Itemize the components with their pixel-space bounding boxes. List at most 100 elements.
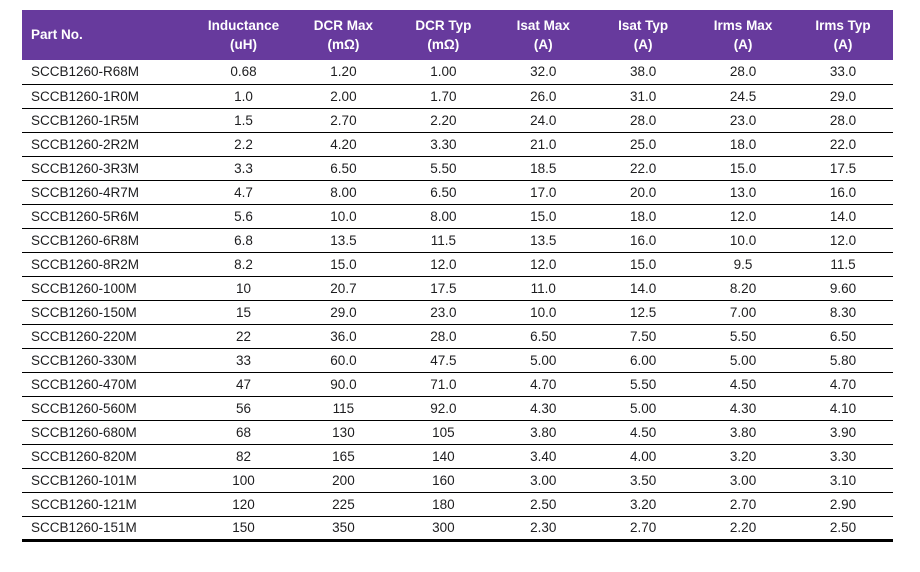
value-cell: 14.0: [793, 204, 893, 229]
value-cell: 11.5: [793, 252, 893, 277]
value-cell: 3.30: [393, 132, 494, 157]
value-cell: 100: [193, 468, 294, 493]
value-cell: 9.5: [693, 252, 794, 277]
value-cell: 130: [293, 420, 394, 445]
value-cell: 31.0: [593, 84, 694, 109]
table-row: SCCB1260-6R8M 6.8 13.5 11.5 13.5 16.0 10.0 12.0: [22, 228, 893, 253]
part-no-cell: SCCB1260-2R2M: [22, 132, 194, 157]
table-body: SCCB1260-R68M 0.68 1.20 1.00 32.0 38.0 28.0 33.…: [22, 60, 893, 542]
column-header-label: Irms Typ: [815, 17, 871, 33]
part-no-cell: SCCB1260-150M: [22, 300, 194, 325]
value-cell: 23.0: [393, 300, 494, 325]
table-row: SCCB1260-151M 150 350 300 2.30 2.70 2.20 2.50: [22, 516, 893, 542]
value-cell: 28.0: [793, 108, 893, 133]
value-cell: 5.6: [193, 204, 294, 229]
column-header-label: DCR Max: [313, 17, 374, 33]
part-no-cell: SCCB1260-R68M: [22, 60, 194, 85]
value-cell: 15: [193, 300, 294, 325]
value-cell: 1.20: [293, 60, 394, 85]
value-cell: 16.0: [593, 228, 694, 253]
value-cell: 9.60: [793, 276, 893, 301]
value-cell: 28.0: [393, 324, 494, 349]
value-cell: 11.5: [393, 228, 494, 253]
value-cell: 6.8: [193, 228, 294, 253]
column-header-part-no: Part No.: [22, 10, 194, 60]
column-header: Inductance (uH): [193, 10, 294, 60]
value-cell: 24.0: [493, 108, 594, 133]
value-cell: 3.40: [493, 444, 594, 469]
part-no-cell: SCCB1260-5R6M: [22, 204, 194, 229]
value-cell: 3.50: [593, 468, 694, 493]
value-cell: 8.30: [793, 300, 893, 325]
table-row: SCCB1260-470M 47 90.0 71.0 4.70 5.50 4.50 4.70: [22, 372, 893, 397]
value-cell: 15.0: [293, 252, 394, 277]
column-header-unit: (mΩ): [427, 36, 460, 52]
value-cell: 26.0: [493, 84, 594, 109]
value-cell: 15.0: [593, 252, 694, 277]
spec-sheet-page: Part No. Inductance (uH) DCR Max (mΩ) DCR Typ…: [22, 10, 893, 542]
part-no-cell: SCCB1260-151M: [22, 516, 194, 542]
value-cell: 3.80: [693, 420, 794, 445]
value-cell: 25.0: [593, 132, 694, 157]
table-row: SCCB1260-101M 100 200 160 3.00 3.50 3.00 3.10: [22, 468, 893, 493]
value-cell: 2.70: [293, 108, 394, 133]
part-no-cell: SCCB1260-820M: [22, 444, 194, 469]
value-cell: 12.0: [693, 204, 794, 229]
column-header: Isat Max (A): [493, 10, 594, 60]
part-no-cell: SCCB1260-1R0M: [22, 84, 194, 109]
value-cell: 20.7: [293, 276, 394, 301]
value-cell: 68: [193, 420, 294, 445]
table-row: SCCB1260-8R2M 8.2 15.0 12.0 12.0 15.0 9.5 11.5: [22, 252, 893, 277]
value-cell: 3.10: [793, 468, 893, 493]
value-cell: 8.2: [193, 252, 294, 277]
table-row: SCCB1260-2R2M 2.2 4.20 3.30 21.0 25.0 18.0 22.0: [22, 132, 893, 157]
column-header: Isat Typ (A): [593, 10, 694, 60]
part-no-cell: SCCB1260-220M: [22, 324, 194, 349]
value-cell: 115: [293, 396, 394, 421]
value-cell: 4.00: [593, 444, 694, 469]
value-cell: 13.0: [693, 180, 794, 205]
value-cell: 8.00: [393, 204, 494, 229]
value-cell: 120: [193, 492, 294, 517]
value-cell: 82: [193, 444, 294, 469]
value-cell: 17.5: [393, 276, 494, 301]
column-header-unit: (mΩ): [327, 36, 360, 52]
value-cell: 3.80: [493, 420, 594, 445]
spec-table: Part No. Inductance (uH) DCR Max (mΩ) DCR Typ…: [22, 10, 893, 542]
value-cell: 22.0: [593, 156, 694, 181]
value-cell: 160: [393, 468, 494, 493]
value-cell: 12.5: [593, 300, 694, 325]
value-cell: 5.80: [793, 348, 893, 373]
value-cell: 32.0: [493, 60, 594, 85]
value-cell: 17.0: [493, 180, 594, 205]
value-cell: 3.3: [193, 156, 294, 181]
column-header: DCR Typ (mΩ): [393, 10, 494, 60]
table-row: SCCB1260-150M 15 29.0 23.0 10.0 12.5 7.00 8.30: [22, 300, 893, 325]
value-cell: 8.00: [293, 180, 394, 205]
value-cell: 6.50: [493, 324, 594, 349]
value-cell: 47: [193, 372, 294, 397]
column-header: Irms Max (A): [693, 10, 794, 60]
value-cell: 4.50: [693, 372, 794, 397]
value-cell: 1.00: [393, 60, 494, 85]
value-cell: 22: [193, 324, 294, 349]
value-cell: 150: [193, 516, 294, 542]
table-row: SCCB1260-1R0M 1.0 2.00 1.70 26.0 31.0 24.5 29.0: [22, 84, 893, 109]
value-cell: 13.5: [493, 228, 594, 253]
value-cell: 2.70: [593, 516, 694, 542]
value-cell: 2.50: [793, 516, 893, 542]
value-cell: 13.5: [293, 228, 394, 253]
value-cell: 2.2: [193, 132, 294, 157]
part-no-cell: SCCB1260-560M: [22, 396, 194, 421]
header-row: Part No. Inductance (uH) DCR Max (mΩ) DCR Typ…: [22, 10, 893, 60]
column-header: DCR Max (mΩ): [293, 10, 394, 60]
value-cell: 60.0: [293, 348, 394, 373]
part-no-cell: SCCB1260-330M: [22, 348, 194, 373]
table-row: SCCB1260-100M 10 20.7 17.5 11.0 14.0 8.20 9.60: [22, 276, 893, 301]
value-cell: 28.0: [593, 108, 694, 133]
value-cell: 4.70: [793, 372, 893, 397]
value-cell: 71.0: [393, 372, 494, 397]
part-no-cell: SCCB1260-470M: [22, 372, 194, 397]
table-row: SCCB1260-560M 56 115 92.0 4.30 5.00 4.30 4.10: [22, 396, 893, 421]
value-cell: 4.50: [593, 420, 694, 445]
